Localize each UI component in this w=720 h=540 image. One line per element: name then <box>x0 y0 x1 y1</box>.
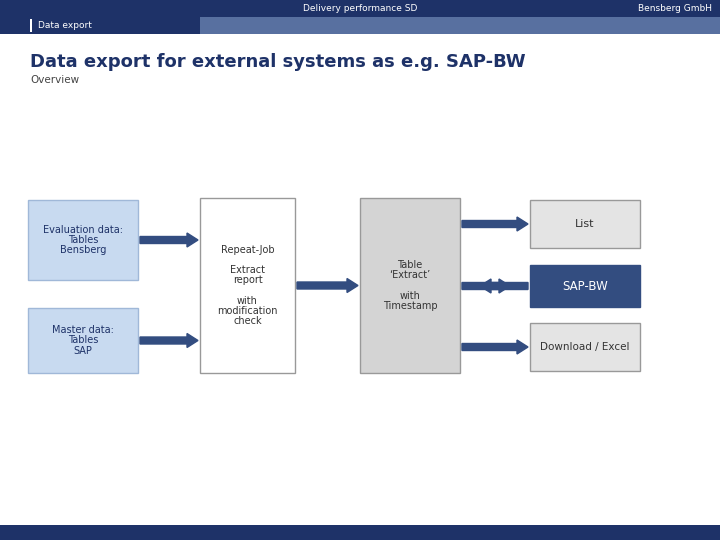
FancyArrow shape <box>140 233 198 247</box>
Text: Extract: Extract <box>230 265 265 275</box>
FancyArrow shape <box>462 217 528 231</box>
FancyArrow shape <box>462 279 510 293</box>
Bar <box>530 323 640 371</box>
Bar <box>360 198 460 373</box>
Text: Table: Table <box>397 260 423 270</box>
Bar <box>530 265 640 307</box>
Text: Master data:: Master data: <box>52 325 114 335</box>
Bar <box>28 308 138 373</box>
Text: Bensberg GmbH: Bensberg GmbH <box>638 4 712 13</box>
Text: Evaluation data:: Evaluation data: <box>43 225 123 235</box>
FancyArrow shape <box>462 340 528 354</box>
Text: Download / Excel: Download / Excel <box>540 342 630 352</box>
Text: Repeat-Job: Repeat-Job <box>221 245 274 255</box>
Text: with: with <box>237 296 258 306</box>
Text: Tables: Tables <box>68 335 98 346</box>
Text: Timestamp: Timestamp <box>383 301 437 311</box>
FancyArrow shape <box>140 334 198 348</box>
Bar <box>530 200 640 248</box>
Text: Data export for external systems as e.g. SAP-BW: Data export for external systems as e.g.… <box>30 53 526 71</box>
Text: check: check <box>233 316 262 326</box>
Text: modification: modification <box>217 306 278 316</box>
Text: ‘Extract’: ‘Extract’ <box>390 271 431 280</box>
Text: Bensberg: Bensberg <box>60 245 106 255</box>
Bar <box>200 17 720 34</box>
Bar <box>30 19 32 32</box>
Bar <box>0 17 200 34</box>
Bar <box>0 525 720 540</box>
Text: SAP-BW: SAP-BW <box>562 280 608 293</box>
Text: List: List <box>575 219 595 229</box>
Text: report: report <box>233 275 262 286</box>
Text: with: with <box>400 291 420 301</box>
FancyArrow shape <box>297 279 358 293</box>
Text: Data export: Data export <box>38 21 92 30</box>
Text: Tables: Tables <box>68 235 98 245</box>
Text: Overview: Overview <box>30 75 79 85</box>
Text: SAP: SAP <box>73 346 92 356</box>
Bar <box>200 198 295 373</box>
Bar <box>0 0 720 17</box>
Bar <box>28 200 138 280</box>
FancyArrow shape <box>480 279 528 293</box>
Text: Delivery performance SD: Delivery performance SD <box>303 4 417 13</box>
